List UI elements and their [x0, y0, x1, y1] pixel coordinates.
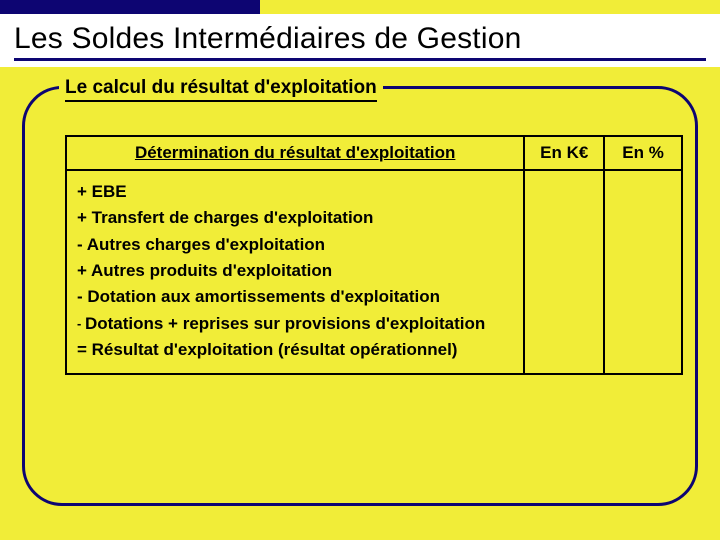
header-ke: En K€	[524, 136, 604, 170]
calc-line-text: Dotations + reprises sur provisions d'ex…	[85, 314, 485, 333]
lines-cell: + EBE + Transfert de charges d'exploitat…	[66, 170, 524, 374]
header-main: Détermination du résultat d'exploitation	[66, 136, 524, 170]
table-header-row: Détermination du résultat d'exploitation…	[66, 136, 682, 170]
calc-line: - Dotations + reprises sur provisions d'…	[77, 311, 513, 337]
header-main-label: Détermination du résultat d'exploitation	[135, 143, 455, 162]
title-area: Les Soldes Intermédiaires de Gestion	[0, 14, 720, 67]
panel-subtitle: Le calcul du résultat d'exploitation	[65, 77, 377, 99]
calc-line: - Autres charges d'exploitation	[77, 232, 513, 258]
calc-line: + Transfert de charges d'exploitation	[77, 205, 513, 231]
top-accent-bar	[0, 0, 260, 14]
title-underline	[14, 58, 706, 61]
ke-cell	[524, 170, 604, 374]
header-pct: En %	[604, 136, 682, 170]
calc-line: + EBE	[77, 179, 513, 205]
calc-line: + Autres produits d'exploitation	[77, 258, 513, 284]
table-row: + EBE + Transfert de charges d'exploitat…	[66, 170, 682, 374]
calc-line: - Dotation aux amortissements d'exploita…	[77, 284, 513, 310]
subtitle-underline	[65, 100, 377, 102]
page-title: Les Soldes Intermédiaires de Gestion	[14, 22, 706, 56]
pct-cell	[604, 170, 682, 374]
calc-line: = Résultat d'exploitation (résultat opér…	[77, 337, 513, 363]
content-panel: Le calcul du résultat d'exploitation Dét…	[22, 86, 698, 506]
slide-body: Le calcul du résultat d'exploitation Dét…	[0, 80, 720, 540]
subtitle-container: Le calcul du résultat d'exploitation	[59, 77, 383, 102]
calculation-table: Détermination du résultat d'exploitation…	[65, 135, 683, 375]
